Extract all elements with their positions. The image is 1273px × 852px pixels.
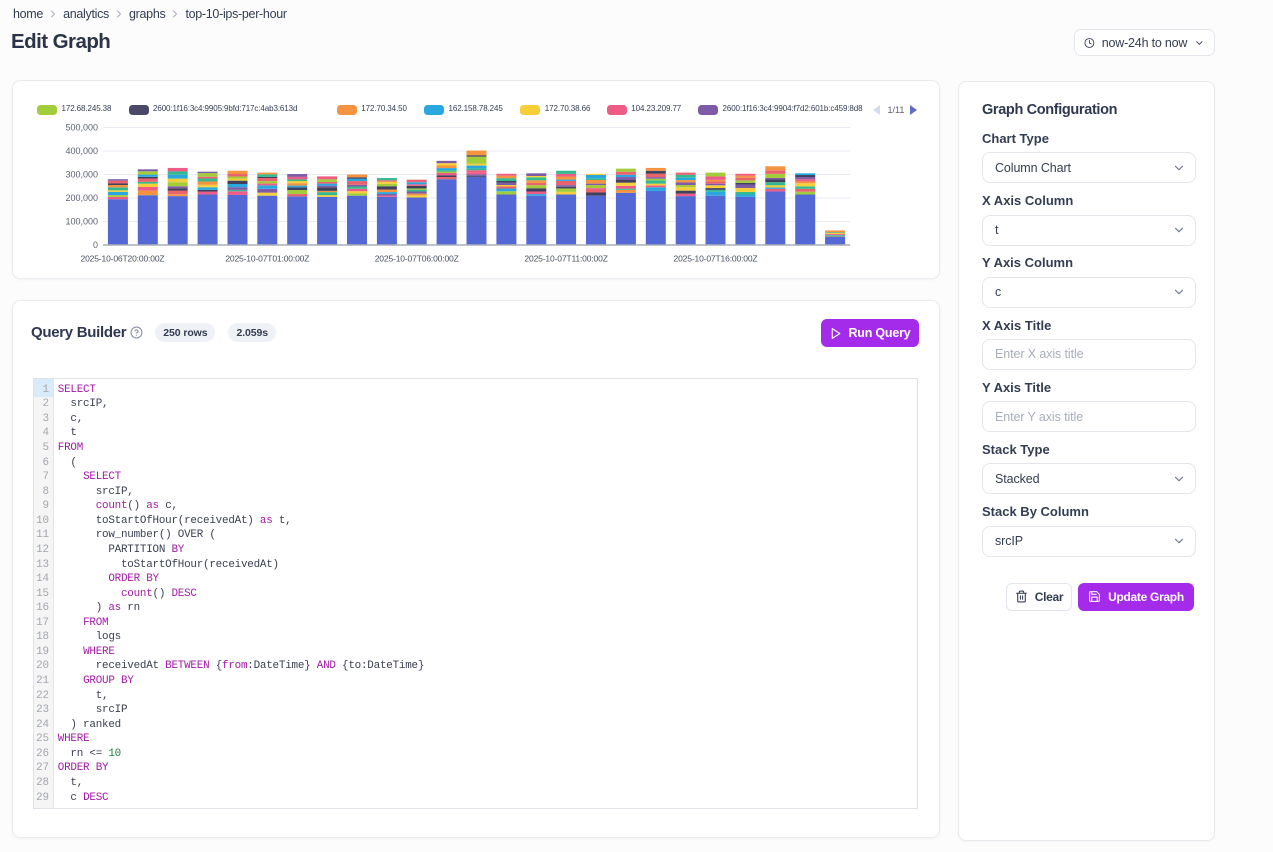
svg-text:2025-10-07T11:00:00Z: 2025-10-07T11:00:00Z (524, 253, 607, 263)
svg-text:2025-10-06T20:00:00Z: 2025-10-06T20:00:00Z (81, 253, 165, 263)
svg-text:500,000: 500,000 (65, 122, 98, 132)
svg-text:0: 0 (93, 240, 98, 250)
svg-text:200,000: 200,000 (65, 193, 98, 203)
svg-text:300,000: 300,000 (65, 169, 98, 179)
svg-text:100,000: 100,000 (65, 216, 98, 226)
svg-text:2025-10-07T01:00:00Z: 2025-10-07T01:00:00Z (225, 253, 309, 263)
svg-text:2025-10-07T06:00:00Z: 2025-10-07T06:00:00Z (375, 253, 459, 263)
svg-text:400,000: 400,000 (65, 146, 98, 156)
svg-text:2025-10-07T16:00:00Z: 2025-10-07T16:00:00Z (674, 253, 758, 263)
